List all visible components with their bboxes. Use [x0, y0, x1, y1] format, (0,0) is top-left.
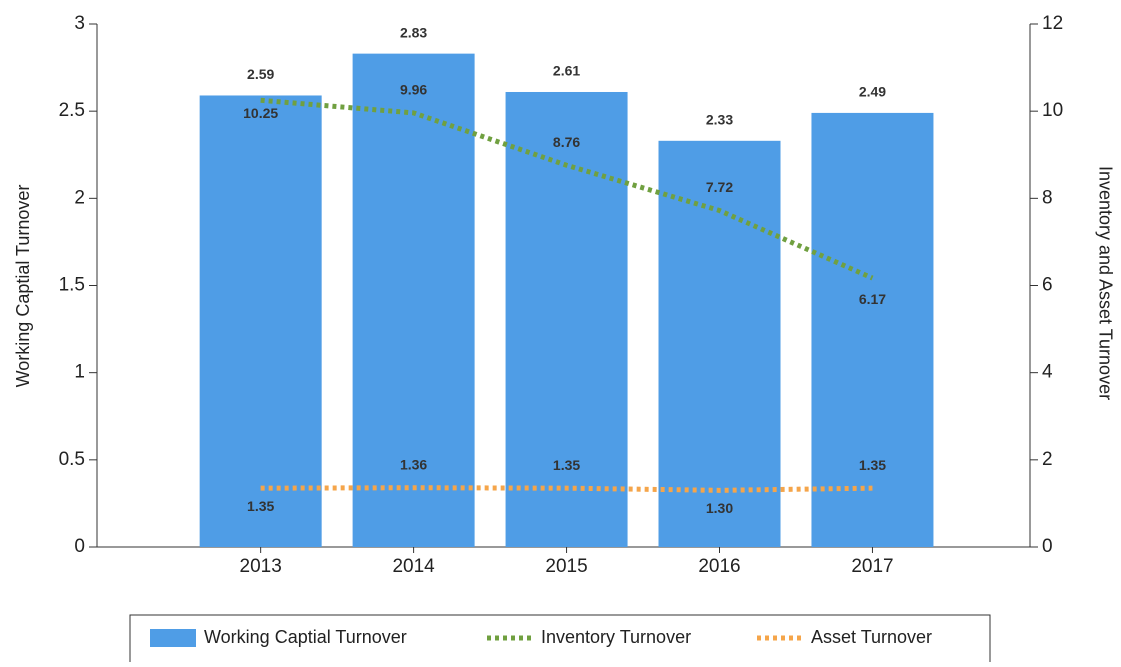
y2-axis-label: Inventory and Asset Turnover: [1095, 166, 1115, 400]
legend-swatch: [150, 629, 196, 647]
legend-label: Working Captial Turnover: [204, 627, 407, 647]
y-tick-label: 2: [74, 187, 85, 208]
data-label: 10.25: [243, 105, 278, 121]
y-tick-label: 0: [74, 536, 85, 557]
data-label: 7.72: [706, 179, 733, 195]
y2-tick-label: 8: [1042, 187, 1053, 208]
x-tick-label: 2016: [698, 556, 740, 577]
data-label: 2.61: [553, 63, 580, 79]
data-label: 2.83: [400, 24, 427, 40]
data-label: 6.17: [859, 291, 886, 307]
data-label: 2.49: [859, 84, 886, 100]
y2-tick-label: 12: [1042, 13, 1063, 34]
y2-tick-label: 10: [1042, 100, 1063, 121]
x-tick-label: 2017: [851, 556, 893, 577]
x-tick-label: 2013: [240, 556, 282, 577]
legend-label: Asset Turnover: [811, 627, 932, 647]
data-label: 2.59: [247, 66, 274, 82]
y-axis-label: Working Captial Turnover: [13, 185, 33, 388]
x-tick-label: 2014: [392, 556, 435, 577]
legend-box: [129, 614, 991, 666]
y-tick-label: 0.5: [59, 449, 85, 470]
y-tick-label: 1.5: [59, 275, 85, 296]
bar: [811, 112, 934, 547]
data-label: 1.35: [247, 498, 274, 514]
line: [260, 97, 874, 281]
data-label: 1.35: [859, 457, 886, 473]
legend-label: Inventory Turnover: [541, 627, 691, 647]
line: [260, 485, 873, 493]
data-label: 1.36: [400, 456, 427, 472]
data-label: 2.33: [706, 112, 733, 128]
data-label: 1.30: [706, 500, 733, 516]
data-label: 9.96: [400, 82, 427, 98]
y-tick-label: 3: [74, 13, 85, 34]
y2-tick-label: 2: [1042, 449, 1053, 470]
y2-tick-label: 6: [1042, 275, 1053, 296]
y-tick-label: 2.5: [59, 100, 85, 121]
bar: [352, 53, 475, 548]
y-tick-label: 1: [74, 362, 85, 383]
bar: [505, 91, 628, 548]
data-label: 1.35: [553, 457, 580, 473]
bar: [658, 140, 781, 547]
x-tick-label: 2015: [545, 556, 587, 577]
y2-tick-label: 0: [1042, 536, 1053, 557]
y2-tick-label: 4: [1042, 362, 1053, 383]
data-label: 8.76: [553, 134, 580, 150]
bar: [199, 95, 322, 547]
